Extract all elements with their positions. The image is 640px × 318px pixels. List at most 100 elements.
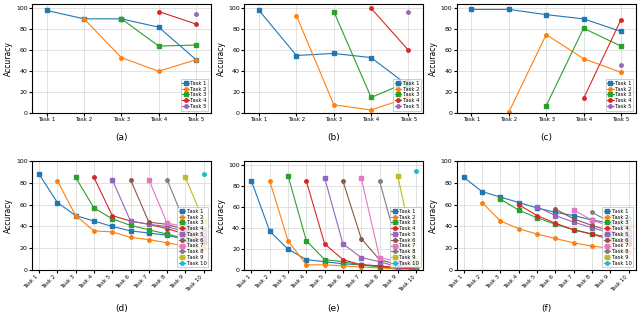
Task 3 [394, 266, 402, 270]
Line: Task 7: Task 7 [147, 178, 205, 234]
Task 6 [606, 229, 614, 233]
Task 5 [625, 235, 632, 239]
Task 4 [367, 6, 375, 10]
Task 1 [478, 190, 486, 194]
Task 6 [145, 220, 153, 224]
Line: Task 9: Task 9 [609, 214, 630, 225]
Line: Task 9: Task 9 [184, 176, 205, 223]
Task 6 [394, 263, 402, 267]
Title: (f): (f) [541, 304, 551, 313]
Line: Task 3: Task 3 [286, 174, 418, 271]
Task 4 [570, 228, 577, 232]
Task 1 [330, 52, 338, 55]
Task 4 [552, 221, 559, 225]
Line: Task 1: Task 1 [462, 176, 630, 228]
Line: Task 4: Task 4 [92, 176, 205, 242]
Task 2 [625, 250, 632, 253]
Task 9 [412, 260, 420, 264]
Y-axis label: Accuracy: Accuracy [4, 198, 13, 233]
Line: Task 3: Task 3 [74, 176, 205, 241]
Task 2 [515, 227, 523, 231]
Task 1 [255, 9, 263, 12]
Task 3 [552, 222, 559, 226]
Line: Task 2: Task 2 [56, 179, 205, 250]
Task 3 [192, 43, 200, 47]
Task 4 [145, 222, 153, 226]
Task 2 [533, 232, 541, 236]
Line: Task 2: Task 2 [83, 17, 198, 73]
Task 2 [155, 69, 163, 73]
Task 4 [163, 227, 171, 231]
Task 2 [321, 263, 328, 267]
Y-axis label: Accuracy: Accuracy [216, 41, 225, 76]
Line: Task 3: Task 3 [499, 197, 630, 242]
Task 1 [72, 214, 79, 218]
Task 5 [108, 178, 116, 182]
Task 1 [394, 266, 402, 270]
Task 1 [266, 229, 273, 233]
Task 1 [192, 58, 200, 62]
Line: Task 4: Task 4 [517, 203, 630, 246]
Task 5 [357, 256, 365, 259]
Task 3 [182, 237, 189, 240]
Task 3 [357, 263, 365, 267]
Task 1 [376, 264, 383, 268]
Task 7 [570, 208, 577, 212]
Task 3 [367, 95, 375, 99]
Task 3 [155, 44, 163, 48]
Task 2 [80, 17, 88, 21]
Task 2 [367, 108, 375, 112]
Task 1 [552, 211, 559, 214]
Task 1 [35, 172, 43, 176]
Task 7 [606, 225, 614, 228]
Task 8 [163, 178, 171, 182]
Task 1 [303, 258, 310, 261]
Y-axis label: Accuracy: Accuracy [4, 41, 13, 76]
Task 3 [339, 260, 347, 264]
Task 7 [588, 218, 596, 222]
Task 1 [200, 240, 207, 244]
Task 7 [357, 176, 365, 180]
Task 4 [127, 219, 134, 223]
Task 1 [127, 229, 134, 233]
Task 3 [533, 216, 541, 220]
Task 9 [394, 174, 402, 178]
Task 5 [145, 222, 153, 226]
Task 1 [43, 9, 51, 12]
Task 6 [200, 233, 207, 237]
Task 5 [339, 242, 347, 246]
Task 3 [580, 26, 588, 30]
Task 4 [200, 239, 207, 243]
Task 5 [570, 220, 577, 224]
Line: Task 3: Task 3 [332, 10, 410, 99]
Task 4 [606, 238, 614, 241]
Task 5 [321, 176, 328, 180]
Task 7 [200, 230, 207, 234]
Task 2 [339, 264, 347, 268]
Task 2 [54, 179, 61, 183]
Legend: Task 1, Task 2, Task 3, Task 4, Task 5, Task 6, Task 7, Task 8, Task 9, Task 10: Task 1, Task 2, Task 3, Task 4, Task 5, … [602, 207, 633, 267]
Task 8 [200, 227, 207, 231]
Task 1 [108, 225, 116, 228]
Task 8 [606, 220, 614, 224]
Task 3 [515, 208, 523, 212]
Task 1 [404, 84, 412, 88]
Task 2 [570, 241, 577, 245]
Task 1 [542, 13, 550, 17]
Task 3 [321, 258, 328, 261]
Task 7 [394, 260, 402, 264]
Task 6 [625, 233, 632, 237]
Line: Task 7: Task 7 [360, 176, 418, 266]
Task 1 [54, 201, 61, 204]
Line: Task 1: Task 1 [250, 179, 418, 271]
Task 4 [533, 214, 541, 218]
Task 9 [606, 214, 614, 218]
Task 3 [163, 232, 171, 236]
Task 3 [330, 10, 338, 13]
Task 2 [552, 237, 559, 240]
Line: Task 8: Task 8 [165, 178, 205, 231]
Task 1 [497, 195, 504, 199]
Task 2 [588, 244, 596, 248]
Line: Task 2: Task 2 [268, 179, 418, 271]
Task 4 [357, 263, 365, 267]
